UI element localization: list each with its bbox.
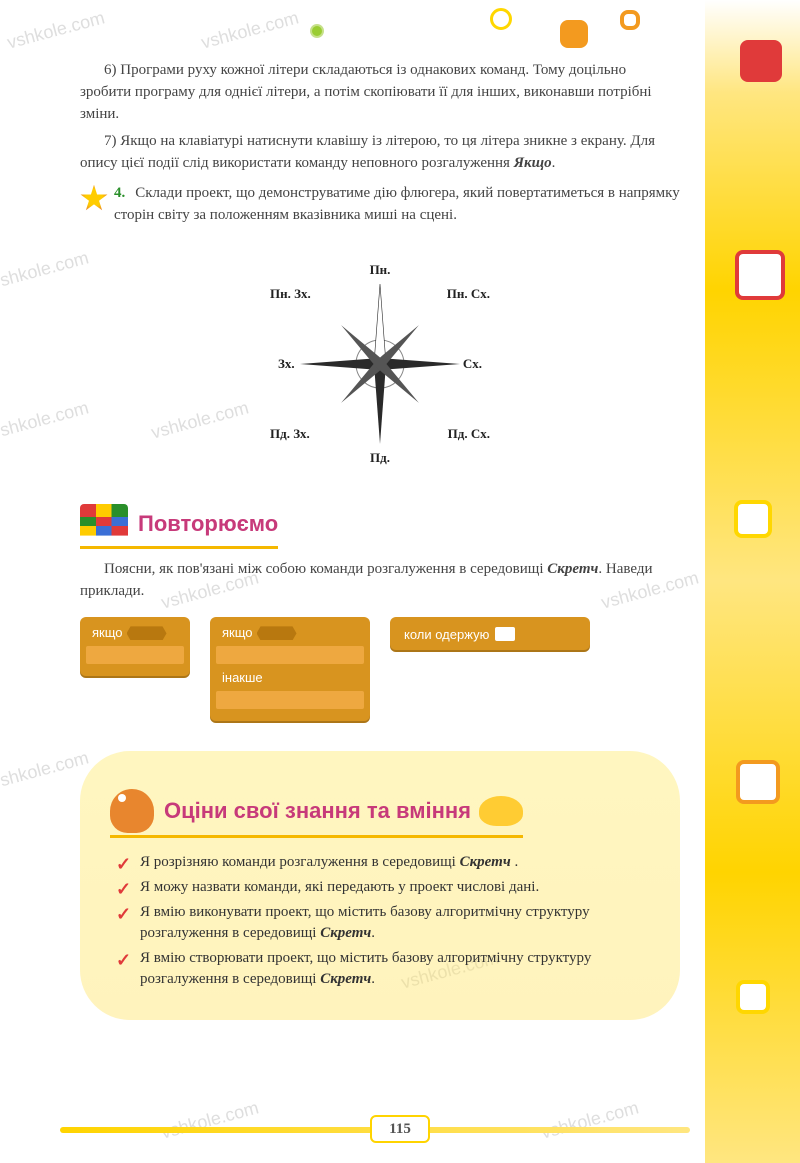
cond-slot bbox=[257, 626, 297, 640]
section1-text: Поясни, як пов'язані між собою команди р… bbox=[80, 559, 680, 603]
section-repeat-header: Повторюємо bbox=[80, 504, 278, 549]
compass-label-s: Пд. bbox=[370, 450, 390, 466]
compass-label-ne: Пн. Сх. bbox=[447, 286, 490, 302]
paragraph-6: 6) Програми руху кожної літери складають… bbox=[80, 60, 680, 125]
check-item: Я можу назвати команди, які передають у … bbox=[110, 877, 650, 898]
if-label: якщо bbox=[222, 625, 253, 640]
scratch-name: Скретч bbox=[547, 561, 598, 577]
compass-label-sw: Пд. Зх. bbox=[270, 426, 310, 442]
decor-square bbox=[735, 250, 785, 300]
check-list: Я розрізняю команди розгалуження в серед… bbox=[110, 852, 650, 990]
check-item: Я вмію виконувати проект, що містить баз… bbox=[110, 902, 650, 944]
scratch-name: Скретч bbox=[460, 854, 511, 870]
right-gradient-sidebar bbox=[705, 0, 800, 1163]
dog-icon bbox=[110, 789, 154, 833]
page-content: 6) Програми руху кожної літери складають… bbox=[80, 60, 680, 1020]
star-icon bbox=[80, 185, 108, 213]
compass-label-e: Сх. bbox=[463, 356, 482, 372]
task-4-text: 4.Склади проект, що демонструватиме дію … bbox=[114, 183, 680, 227]
text: . bbox=[552, 155, 556, 171]
task-number: 4. bbox=[114, 185, 125, 201]
scratch-if-else-block: якщо інакше bbox=[210, 617, 370, 724]
text: . bbox=[511, 854, 519, 870]
keyword-yaksho: Якщо bbox=[514, 155, 552, 171]
compass-rose-diagram: Пн. Пд. Сх. Зх. Пн. Сх. Пн. Зх. Пд. Сх. … bbox=[230, 244, 530, 484]
scratch-blocks-row: якщо якщо інакше коли одержую bbox=[80, 617, 680, 724]
compass-label-se: Пд. Сх. bbox=[448, 426, 490, 442]
text: 7) Якщо на клавіатурі натиснути клавішу … bbox=[80, 133, 655, 171]
decor-square bbox=[736, 760, 780, 804]
body-slot bbox=[86, 646, 184, 664]
text: Я можу назвати команди, які передають у … bbox=[140, 879, 539, 895]
compass-label-nw: Пн. Зх. bbox=[270, 286, 311, 302]
text: . bbox=[371, 925, 375, 941]
body-slot bbox=[216, 646, 364, 664]
decor-square bbox=[310, 24, 324, 38]
decor-square bbox=[620, 10, 640, 30]
text: Поясни, як пов'язані між собою команди р… bbox=[104, 561, 547, 577]
scratch-if-block: якщо bbox=[80, 617, 190, 679]
scratch-name: Скретч bbox=[320, 925, 371, 941]
when-label: коли одержую bbox=[404, 627, 489, 642]
check-item: Я розрізняю команди розгалуження в серед… bbox=[110, 852, 650, 873]
section-title: Повторюємо bbox=[138, 511, 278, 537]
task-4: 4.Склади проект, що демонструватиме дію … bbox=[80, 183, 680, 233]
dropdown-icon bbox=[495, 627, 515, 641]
cond-slot bbox=[127, 626, 167, 640]
compass-label-n: Пн. bbox=[370, 262, 391, 278]
decor-square bbox=[490, 8, 512, 30]
if-label: якщо bbox=[92, 625, 123, 640]
self-check-section: Оціни свої знання та вміння Я розрізняю … bbox=[80, 751, 680, 1020]
section-selfcheck-header: Оціни свої знання та вміння bbox=[110, 789, 523, 838]
else-label: інакше bbox=[222, 670, 263, 685]
text: . bbox=[371, 971, 375, 987]
text: Я розрізняю команди розгалуження в серед… bbox=[140, 854, 460, 870]
scratch-name: Скретч bbox=[320, 971, 371, 987]
decor-square bbox=[734, 500, 772, 538]
decor-square bbox=[560, 20, 588, 48]
scratch-when-receive-block: коли одержую bbox=[390, 617, 590, 652]
page-number: 115 bbox=[370, 1115, 430, 1143]
section-title: Оціни свої знання та вміння bbox=[164, 798, 471, 824]
rubik-cube-icon bbox=[80, 504, 128, 544]
paragraph-7: 7) Якщо на клавіатурі натиснути клавішу … bbox=[80, 131, 680, 175]
text: Склади проект, що демонструватиме дію фл… bbox=[114, 185, 680, 223]
check-item: Я вмію створювати проект, що містить баз… bbox=[110, 948, 650, 990]
compass-svg bbox=[230, 244, 530, 484]
compass-label-w: Зх. bbox=[278, 356, 295, 372]
top-decorations bbox=[0, 0, 800, 60]
mouse-icon bbox=[479, 796, 523, 826]
decor-square bbox=[736, 980, 770, 1014]
body-slot bbox=[216, 691, 364, 709]
